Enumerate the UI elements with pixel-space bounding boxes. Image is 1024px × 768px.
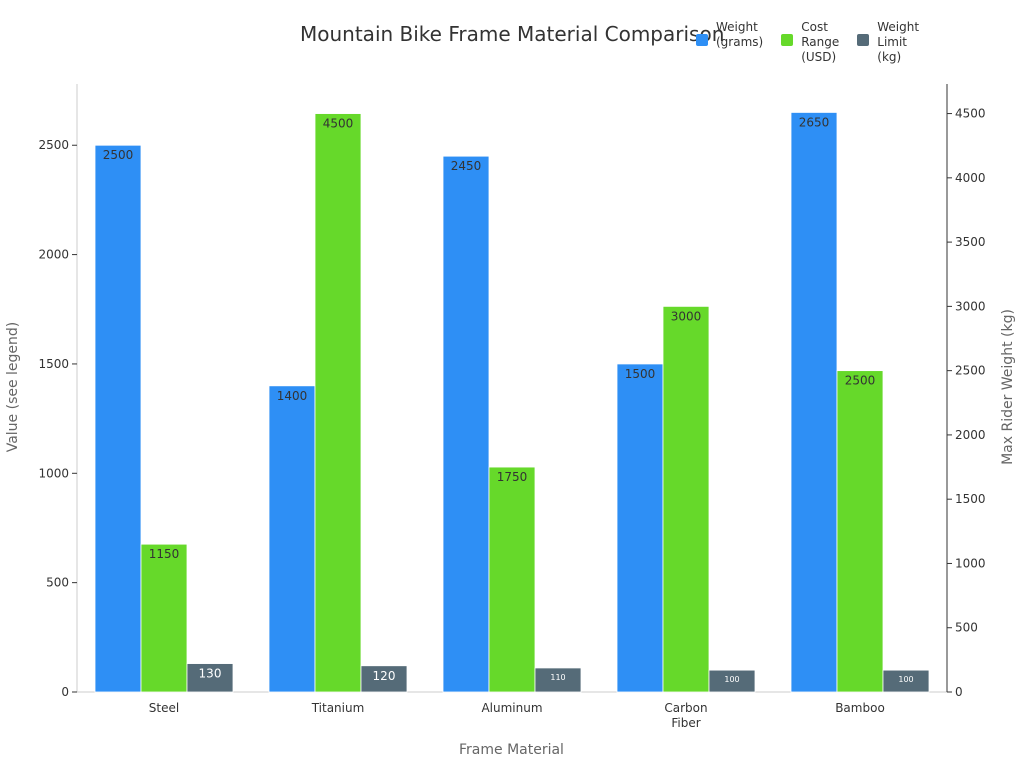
bar-value-label: 1500 — [625, 367, 656, 381]
bar — [314, 113, 362, 693]
y2-tick-label: 0 — [955, 685, 963, 699]
bar — [186, 663, 234, 693]
chart-title: Mountain Bike Frame Material Comparison — [300, 22, 725, 46]
bar-value-label: 1400 — [277, 389, 308, 403]
x-axis-title: Frame Material — [459, 742, 564, 758]
x-tick-label: Aluminum — [481, 701, 542, 715]
legend-item-weight: Weight (grams) — [696, 20, 763, 65]
legend: Weight (grams) Cost Range (USD) Weight L… — [696, 20, 919, 65]
x-tick-label: Carbon Fiber — [664, 701, 707, 730]
bar-value-label: 120 — [373, 669, 396, 683]
bar — [616, 363, 664, 693]
y2-tick-label: 1000 — [955, 556, 986, 570]
legend-label-weight: Weight (grams) — [716, 20, 764, 49]
legend-label-cost: Cost Range (USD) — [801, 20, 840, 64]
legend-swatch-weight — [696, 34, 708, 46]
y-tick-label: 2000 — [38, 248, 69, 262]
y-tick-label: 0 — [61, 685, 69, 699]
bar-value-label: 2450 — [451, 159, 482, 173]
bar-value-label: 1150 — [149, 547, 180, 561]
bar-value-label: 1750 — [497, 470, 528, 484]
bar — [882, 669, 930, 693]
bar-value-label: 110 — [550, 673, 565, 682]
bar-value-label: 2500 — [845, 374, 876, 388]
bar — [790, 112, 838, 693]
y-tick-label: 2500 — [38, 138, 69, 152]
y-tick-label: 1500 — [38, 357, 69, 371]
legend-item-weight-limit: Weight Limit (kg) — [857, 20, 919, 65]
legend-swatch-weight-limit — [857, 34, 870, 46]
y2-tick-label: 500 — [955, 621, 978, 635]
y2-tick-label: 4500 — [955, 107, 986, 121]
bar-value-label: 4500 — [323, 117, 354, 131]
bar-value-label: 3000 — [671, 309, 702, 323]
legend-swatch-cost — [781, 34, 794, 46]
bar — [836, 370, 884, 693]
bar — [268, 385, 316, 693]
legend-label-weight-limit: Weight Limit (kg) — [877, 20, 920, 64]
bar — [662, 305, 710, 693]
x-tick-label: Titanium — [311, 701, 365, 715]
bar — [442, 155, 490, 693]
bar-value-label: 2650 — [799, 115, 830, 129]
y2-tick-label: 1500 — [955, 492, 986, 506]
y2-tick-label: 2500 — [955, 364, 986, 378]
y2-tick-label: 3500 — [955, 235, 986, 249]
y-axis-title: Value (see legend) — [5, 321, 21, 453]
bar — [94, 144, 142, 693]
y2-tick-label: 3000 — [955, 299, 986, 313]
x-tick-label: Steel — [149, 701, 179, 715]
bar-value-label: 100 — [724, 675, 739, 684]
x-tick-label: Bamboo — [835, 701, 885, 715]
y-tick-label: 1000 — [38, 466, 69, 480]
bar — [360, 665, 408, 693]
bar-value-label: 2500 — [103, 148, 134, 162]
bar — [140, 543, 188, 693]
bar-value-label: 100 — [898, 675, 913, 684]
bar-value-label: 130 — [199, 667, 222, 681]
bar — [708, 669, 756, 693]
y2-tick-label: 2000 — [955, 428, 986, 442]
bar — [534, 667, 582, 693]
bar — [488, 466, 536, 693]
y-tick-label: 500 — [46, 576, 69, 590]
legend-item-cost: Cost Range (USD) — [781, 20, 839, 65]
y2-tick-label: 4000 — [955, 171, 986, 185]
y2-axis-title: Max Rider Weight (kg) — [1000, 309, 1016, 465]
